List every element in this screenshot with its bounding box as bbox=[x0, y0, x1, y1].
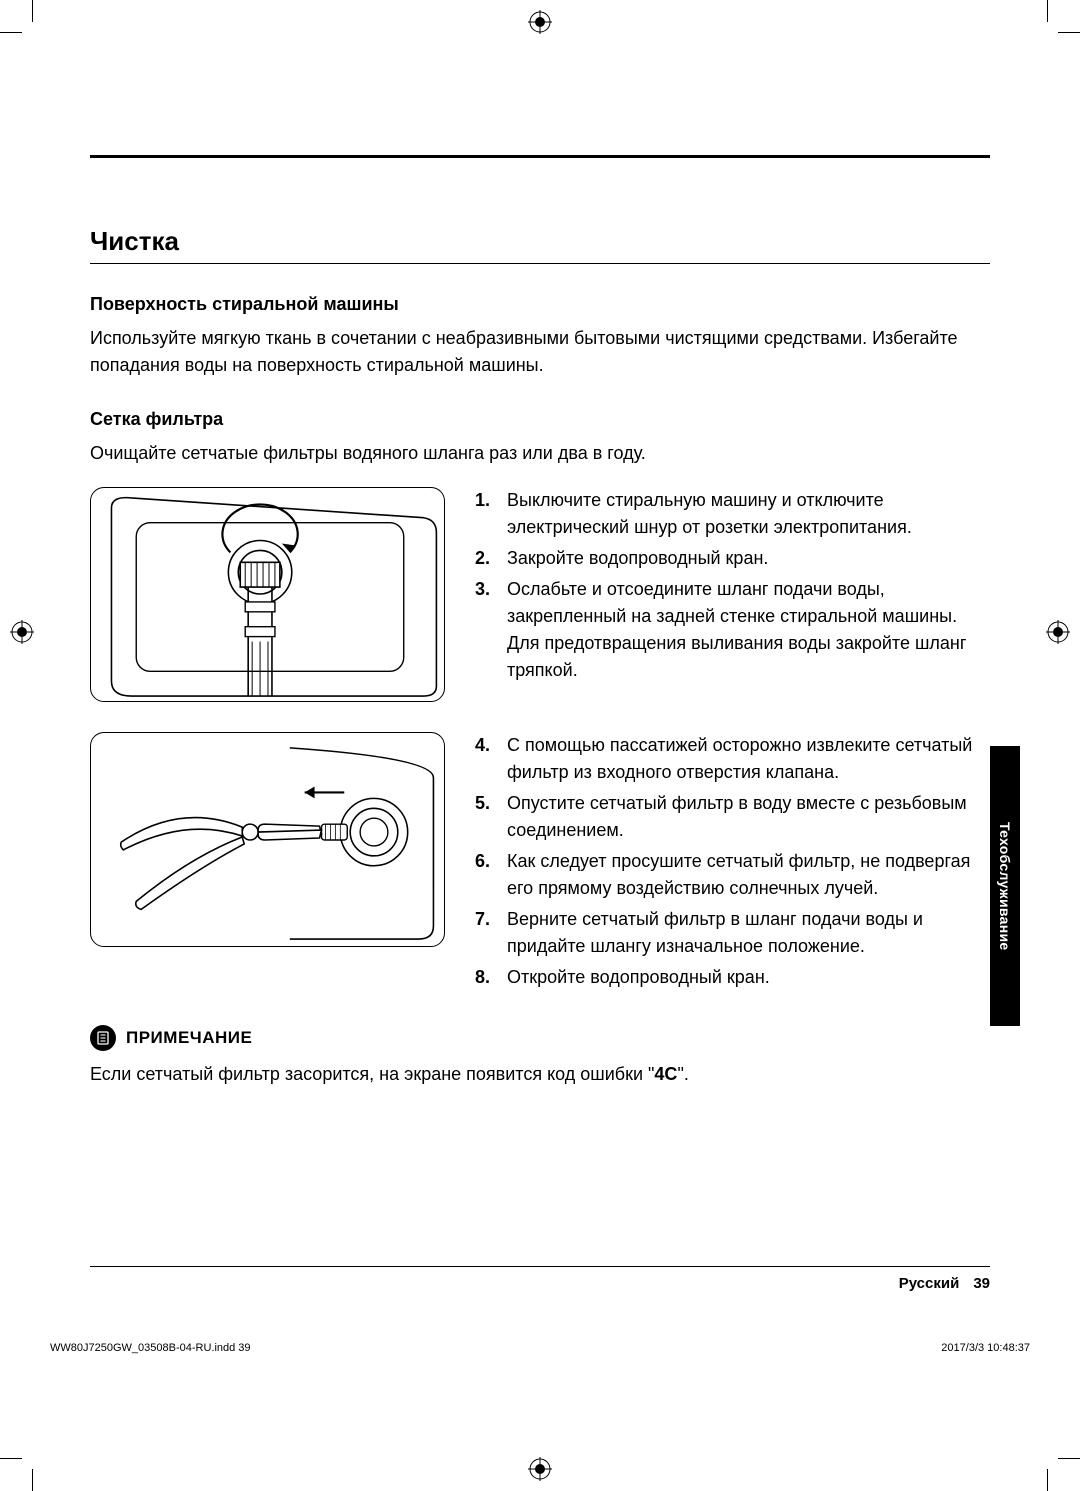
note-text: Если сетчатый фильтр засорится, на экран… bbox=[90, 1061, 990, 1088]
note-icon bbox=[90, 1025, 116, 1051]
body-mesh: Очищайте сетчатые фильтры водяного шланг… bbox=[90, 440, 990, 467]
step-text: Как следует просушите сетчатый фильтр, н… bbox=[507, 848, 990, 902]
section-title: Чистка bbox=[90, 226, 990, 264]
figure-hose-remove bbox=[90, 487, 445, 702]
step-text: Ослабьте и отсоедините шланг подачи воды… bbox=[507, 576, 990, 684]
content-frame: Чистка Поверхность стиральной машины Исп… bbox=[90, 155, 990, 1265]
crop-mark bbox=[1047, 1469, 1048, 1491]
subhead-mesh: Сетка фильтра bbox=[90, 409, 990, 430]
registration-mark-icon bbox=[528, 1457, 552, 1481]
footer-rule bbox=[90, 1266, 990, 1267]
step-item: 6.Как следует просушите сетчатый фильтр,… bbox=[475, 848, 990, 902]
note-suffix: ". bbox=[677, 1064, 688, 1084]
step-number: 3. bbox=[475, 576, 507, 684]
crop-mark bbox=[32, 0, 33, 22]
step-number: 5. bbox=[475, 790, 507, 844]
subhead-surface: Поверхность стиральной машины bbox=[90, 294, 990, 315]
step-text: Откройте водопроводный кран. bbox=[507, 964, 990, 991]
note-label: ПРИМЕЧАНИЕ bbox=[126, 1028, 252, 1048]
crop-mark bbox=[1058, 32, 1080, 33]
footer-lang: Русский bbox=[899, 1275, 960, 1292]
step-text: Выключите стиральную машину и отключите … bbox=[507, 487, 990, 541]
figure-filter-pliers bbox=[90, 732, 445, 947]
footer: Русский 39 bbox=[899, 1275, 990, 1292]
step-item: 7.Верните сетчатый фильтр в шланг подачи… bbox=[475, 906, 990, 960]
registration-mark-icon bbox=[1046, 620, 1070, 644]
step-number: 4. bbox=[475, 732, 507, 786]
step-text: Закройте водопроводный кран. bbox=[507, 545, 990, 572]
crop-mark bbox=[0, 1458, 22, 1459]
note-prefix: Если сетчатый фильтр засорится, на экран… bbox=[90, 1064, 654, 1084]
side-tab: Техобслуживание bbox=[990, 746, 1020, 1026]
step-text: С помощью пассатижей осторожно извлеките… bbox=[507, 732, 990, 786]
step-item: 4.С помощью пассатижей осторожно извлеки… bbox=[475, 732, 990, 786]
step-number: 6. bbox=[475, 848, 507, 902]
crop-mark bbox=[0, 32, 22, 33]
step-number: 8. bbox=[475, 964, 507, 991]
step-item: 2.Закройте водопроводный кран. bbox=[475, 545, 990, 572]
crop-mark bbox=[1058, 1458, 1080, 1459]
note-block: ПРИМЕЧАНИЕ bbox=[90, 1025, 990, 1051]
step-text: Верните сетчатый фильтр в шланг подачи в… bbox=[507, 906, 990, 960]
step-text: Опустите сетчатый фильтр в воду вместе с… bbox=[507, 790, 990, 844]
body-surface: Используйте мягкую ткань в сочетании с н… bbox=[90, 325, 990, 379]
step-item: 3.Ослабьте и отсоедините шланг подачи во… bbox=[475, 576, 990, 684]
step-number: 2. bbox=[475, 545, 507, 572]
slug-left: WW80J7250GW_03508B-04-RU.indd 39 bbox=[50, 1342, 251, 1354]
step-number: 7. bbox=[475, 906, 507, 960]
crop-mark bbox=[32, 1469, 33, 1491]
slug-right: 2017/3/3 10:48:37 bbox=[941, 1342, 1030, 1354]
step-item: 8.Откройте водопроводный кран. bbox=[475, 964, 990, 991]
step-item: 1.Выключите стиральную машину и отключит… bbox=[475, 487, 990, 541]
step-number: 1. bbox=[475, 487, 507, 541]
footer-page: 39 bbox=[973, 1275, 990, 1292]
registration-mark-icon bbox=[10, 620, 34, 644]
registration-mark-icon bbox=[528, 10, 552, 34]
steps-2: 4.С помощью пассатижей осторожно извлеки… bbox=[475, 732, 990, 991]
steps-1: 1.Выключите стиральную машину и отключит… bbox=[475, 487, 990, 684]
crop-mark bbox=[1047, 0, 1048, 22]
step-item: 5.Опустите сетчатый фильтр в воду вместе… bbox=[475, 790, 990, 844]
note-code: 4C bbox=[654, 1064, 677, 1084]
side-tab-label: Техобслуживание bbox=[997, 822, 1013, 950]
